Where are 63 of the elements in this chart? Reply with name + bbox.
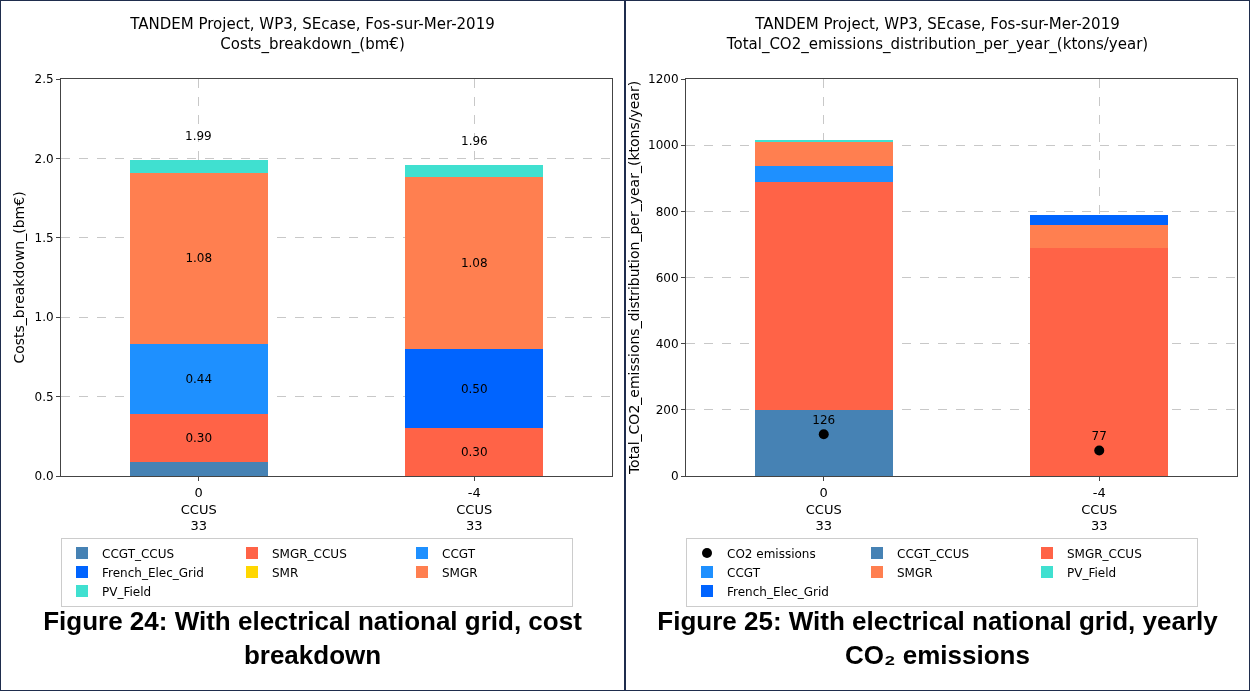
legend-label: SMR xyxy=(272,565,299,580)
bar xyxy=(754,166,893,183)
data-label: 0.44 xyxy=(185,372,213,387)
total-label: 1.99 xyxy=(185,129,212,143)
y-tick-label: 2.5 xyxy=(34,72,54,87)
bar xyxy=(405,428,544,476)
x-tick-label: -4 CCUS 33 xyxy=(1081,484,1118,534)
y-axis-title: Total_CO2_emissions_distribution_per_year_(ktons/year) xyxy=(626,80,642,476)
bar xyxy=(129,172,268,345)
y-tick-label: 0 xyxy=(670,469,679,484)
bar xyxy=(754,182,893,410)
y-tick-label: 400 xyxy=(655,336,679,351)
y-tick-label: 1200 xyxy=(648,72,679,87)
caption: Figure 25: With electrical national grid, yearly CO₂ emissions xyxy=(656,605,1219,672)
bar xyxy=(405,348,544,429)
bar xyxy=(129,414,268,462)
y-tick-label: 200 xyxy=(655,403,679,418)
bar xyxy=(754,409,893,476)
y-tick-label: 0.0 xyxy=(34,469,54,484)
y-tick-label: 600 xyxy=(655,270,679,285)
bar xyxy=(1030,248,1169,476)
x-tick-label: 0 CCUS 33 xyxy=(180,484,217,534)
bar xyxy=(129,344,268,415)
bar xyxy=(405,164,544,178)
y-axis-title: Costs_breakdown_(bm€) xyxy=(11,191,28,364)
legend-label: SMGR_CCUS xyxy=(1067,546,1142,561)
bar xyxy=(754,141,893,167)
data-label: 126 xyxy=(812,413,836,428)
legend-label: CCGT xyxy=(727,565,761,580)
legend-label: SMGR xyxy=(442,565,478,580)
y-tick-label: 1.0 xyxy=(34,310,54,325)
bar xyxy=(1030,214,1169,225)
bar xyxy=(129,159,268,173)
legend-label: CCGT_CCUS xyxy=(102,546,175,561)
data-label: 0.30 xyxy=(460,445,488,460)
legend-label: PV_Field xyxy=(102,584,152,599)
chart-title: TANDEM Project, WP3, SEcase, Fos-sur-Mer-2019 Total_CO2_emissions_distribution_per_year_(ktons/year) xyxy=(725,15,1149,54)
data-label: 0.30 xyxy=(185,430,213,445)
y-tick-label: 1.5 xyxy=(34,231,54,245)
chart-title: TANDEM Project, WP3, SEcase, Fos-sur-Mer-2019 Costs_breakdown_(bm€) xyxy=(129,15,495,54)
legend-label: CO2 emissions xyxy=(727,546,816,561)
data-label: 77 xyxy=(1091,429,1107,444)
legend-label: CCGT_CCUS xyxy=(897,546,970,561)
data-label: 1.08 xyxy=(460,256,488,271)
total-label: 1.96 xyxy=(461,134,488,148)
y-tick-label: 0.5 xyxy=(34,389,54,404)
x-tick-label: -4 CCUS 33 xyxy=(456,484,493,534)
legend-label: French_Elec_Grid xyxy=(102,565,204,580)
legend-label: French_Elec_Grid xyxy=(727,584,829,599)
y-tick-label: 2.0 xyxy=(34,151,54,166)
y-tick-label: 1000 xyxy=(648,138,679,153)
y-tick-label: 800 xyxy=(655,204,679,219)
bar xyxy=(129,461,268,476)
caption: Figure 24: With electrical national grid, cost breakdown xyxy=(42,605,583,672)
legend-label: CCGT xyxy=(442,546,476,561)
bar xyxy=(405,177,544,349)
legend-label: SMGR_CCUS xyxy=(272,546,347,561)
legend-label: SMGR xyxy=(897,565,933,580)
data-label: 0.50 xyxy=(460,381,488,396)
x-tick-label: 0 CCUS 33 xyxy=(805,484,842,534)
bar xyxy=(1030,224,1169,249)
data-label: 1.08 xyxy=(185,251,213,266)
legend-label: PV_Field xyxy=(1067,565,1117,580)
